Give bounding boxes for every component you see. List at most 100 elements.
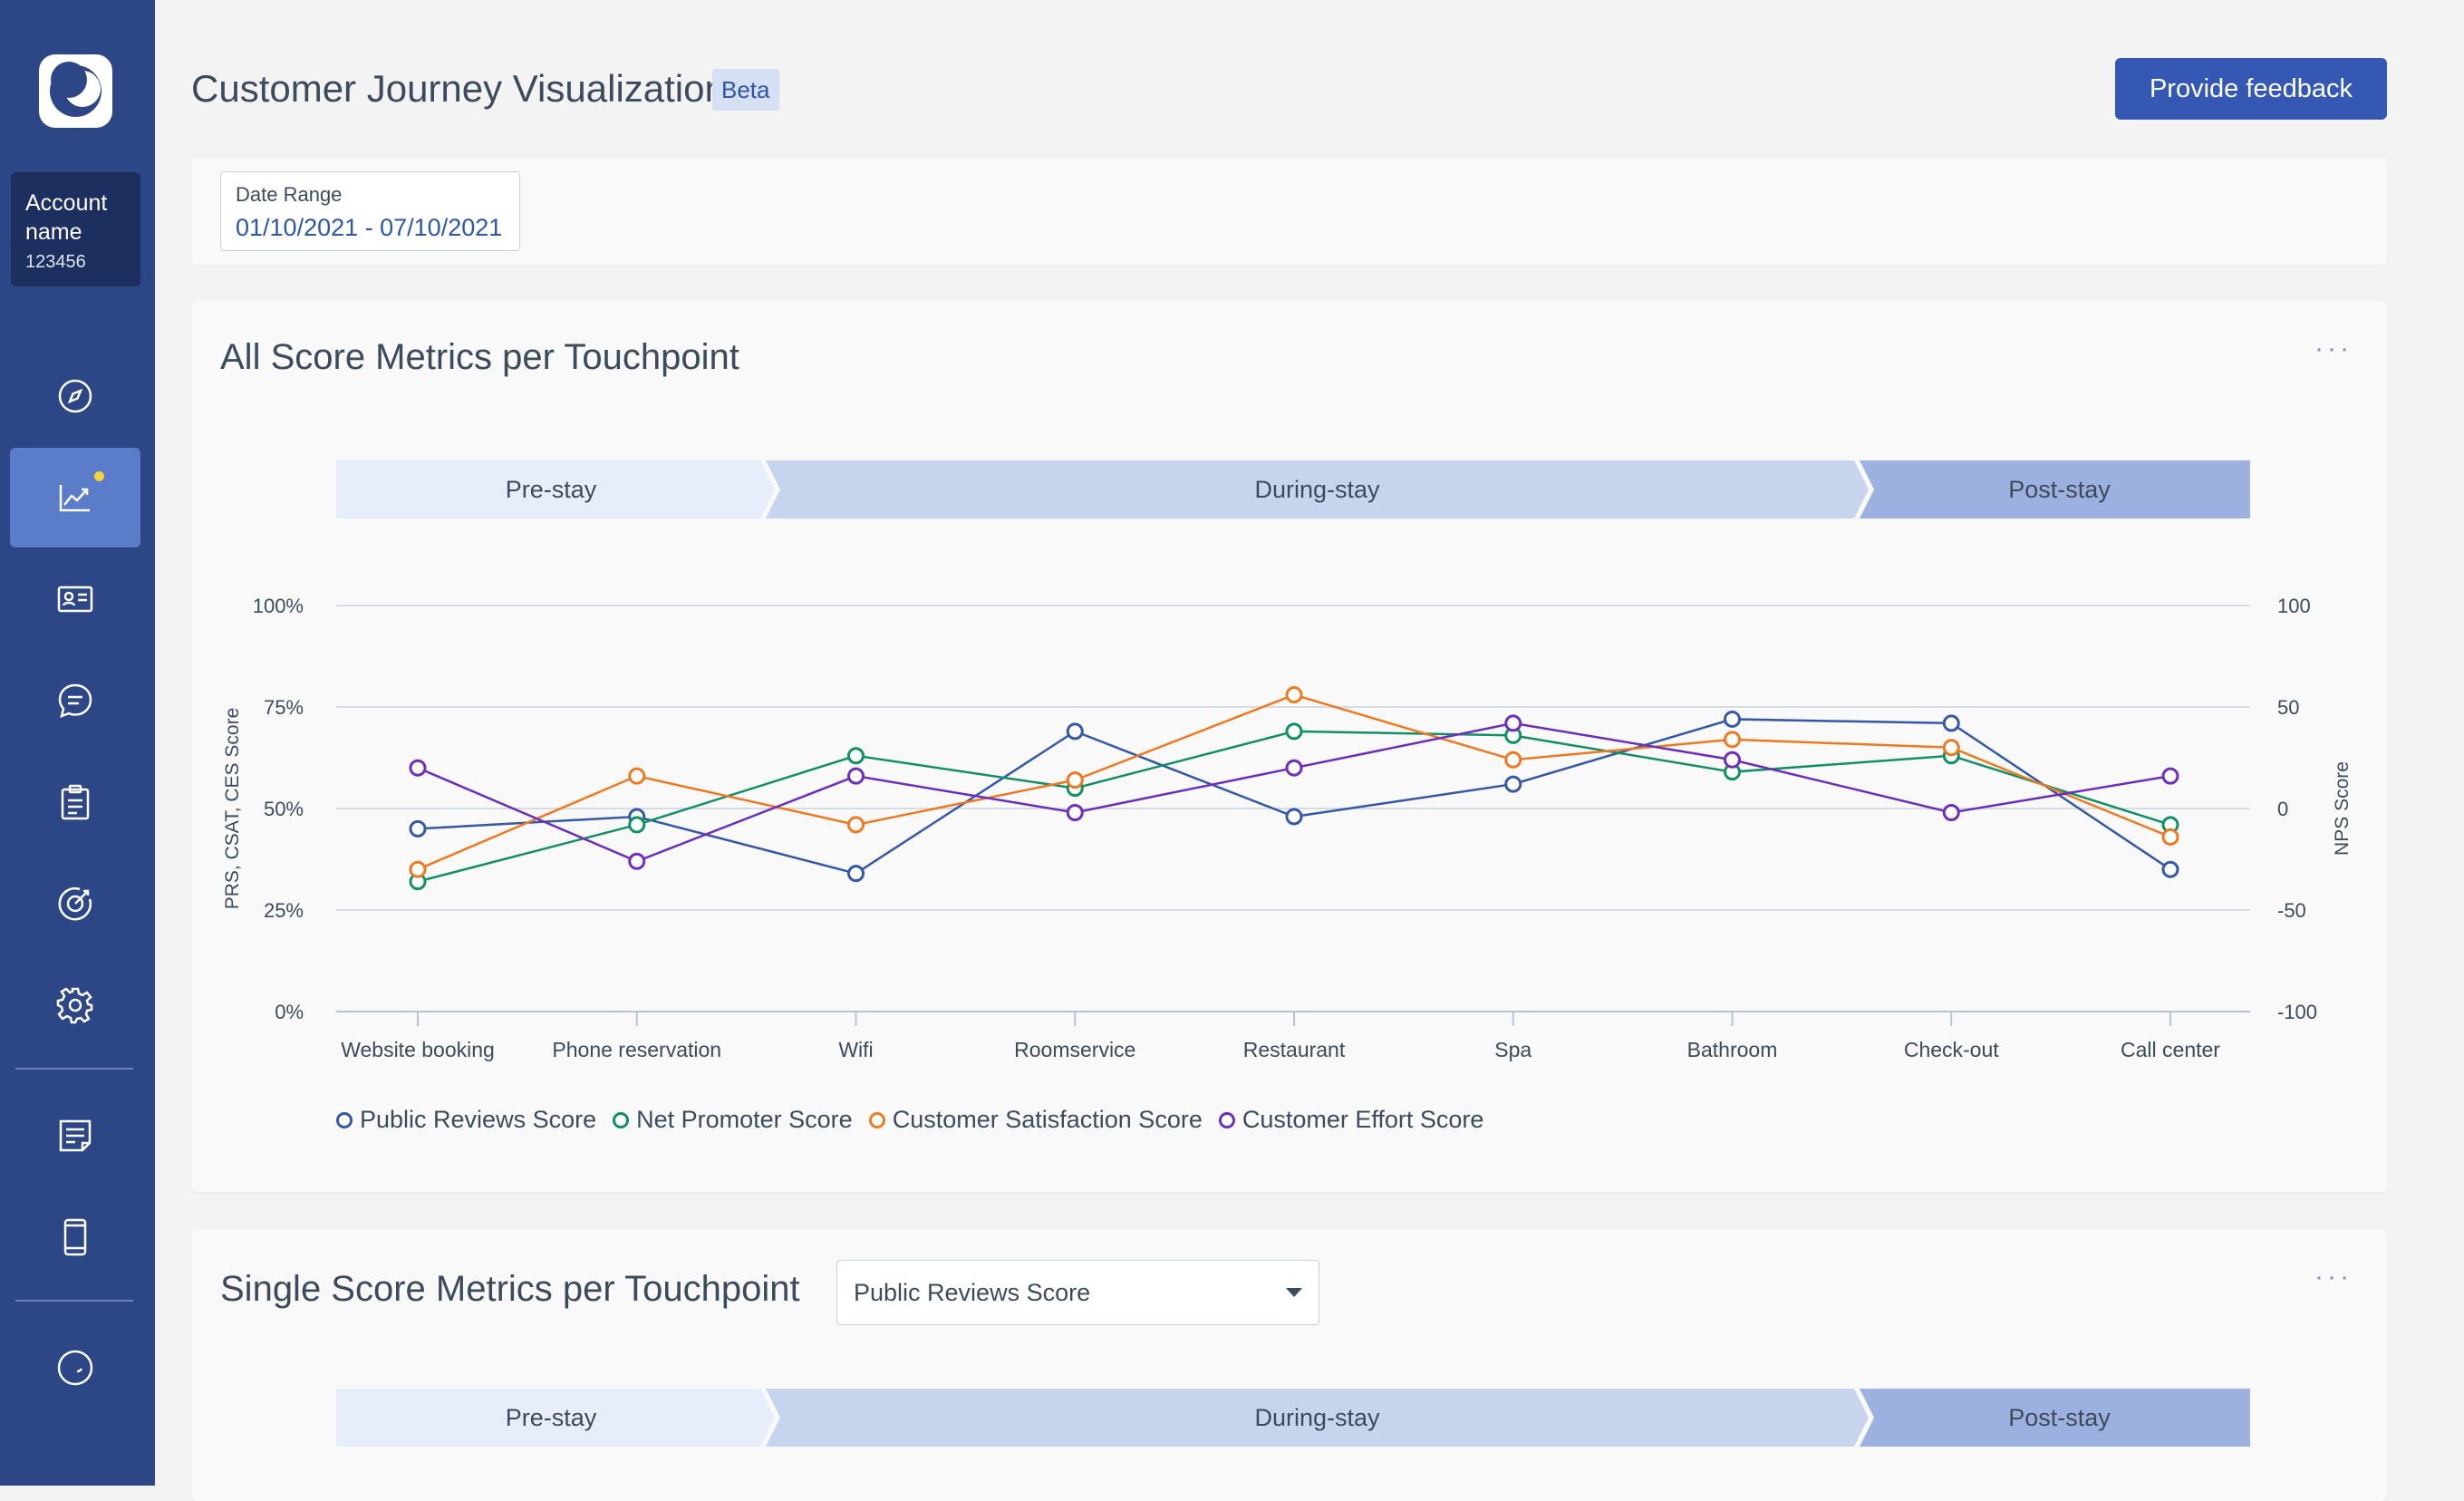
data-point [1066,771,1084,789]
nav-goals[interactable] [10,854,140,954]
stage-bar [336,1389,2250,1447]
legend-marker-icon [868,1111,885,1128]
more-options-icon[interactable]: ··· [2314,1262,2353,1292]
journey-stages: Pre-stay During-stay Post-stay [336,1389,2250,1447]
stage-during-stay: During-stay [1254,1403,1380,1431]
date-range-value: 01/10/2021 - 07/10/2021 [236,214,503,241]
nav-journey-visualization[interactable] [10,448,140,547]
all-score-metrics-card: All Score Metrics per Touchpoint ··· Pre… [191,301,2387,1192]
account-switcher[interactable]: Account name 123456 [11,172,140,286]
data-point [409,759,427,777]
data-point [2161,767,2179,785]
all-score-metrics-title: All Score Metrics per Touchpoint [220,337,739,377]
legend-label: Customer Satisfaction Score [892,1106,1203,1133]
y2-tick-label: 50 [2277,696,2299,719]
legend-item[interactable]: Public Reviews Score [336,1106,596,1134]
legend-label: Net Promoter Score [636,1106,853,1133]
nav-explore[interactable] [10,346,140,446]
stage-pre-stay: Pre-stay [505,1403,597,1431]
legend-marker-icon [336,1111,353,1128]
data-point [2161,860,2179,878]
nav-mobile[interactable] [10,1187,140,1287]
data-point [847,747,865,765]
notification-dot [94,471,104,481]
data-point [1066,803,1084,821]
data-point [1504,775,1522,793]
legend-label: Public Reviews Score [360,1106,597,1133]
compass-icon [58,379,92,413]
y-tick-label: 75% [264,696,304,719]
gear-icon [56,987,93,1024]
score-metric-select[interactable]: Public Reviews Score [836,1260,1319,1325]
beta-badge: Beta [712,69,779,111]
stage-post-stay: Post-stay [2008,1403,2111,1431]
x-tick-label: Roomservice [1014,1038,1135,1061]
data-point [1724,710,1741,728]
data-point [1285,686,1303,704]
app-logo[interactable] [39,54,112,128]
y-tick-label: 25% [264,899,304,922]
data-point [847,767,865,785]
chevron-down-icon [1286,1288,1302,1297]
single-score-metrics-title: Single Score Metrics per Touchpoint [220,1269,800,1309]
data-point [1285,722,1303,741]
data-point [847,865,865,883]
score-metric-select-value: Public Reviews Score [854,1278,1091,1306]
x-tick-label: Call center [2121,1038,2220,1061]
nav-settings[interactable] [10,955,140,1055]
data-point [2161,828,2179,846]
legend-item[interactable]: Customer Effort Score [1218,1106,1484,1134]
legend-item[interactable]: Net Promoter Score [613,1106,853,1134]
legend-marker-icon [1218,1111,1235,1128]
y-tick-label: 0% [275,1001,304,1023]
legend-marker-icon [613,1111,630,1128]
nav-profiles[interactable] [10,549,140,649]
y-tick-label: 50% [264,798,304,820]
nav-messages[interactable] [10,651,140,750]
nav-notes[interactable] [10,1086,140,1186]
y2-tick-label: 0 [2277,798,2288,820]
series-line [417,718,2171,876]
nav-surveys[interactable] [10,752,140,852]
x-tick-label: Bathroom [1687,1038,1778,1061]
date-range-picker[interactable]: Date Range 01/10/2021 - 07/10/2021 [220,171,520,251]
data-point [628,852,646,870]
provide-feedback-button[interactable]: Provide feedback [2115,58,2387,120]
x-tick-label: Phone reservation [552,1038,721,1061]
data-point [1285,808,1303,826]
y-axis-label: PRS, CSAT, CES Score [222,708,243,910]
x-tick-label: Website booking [341,1038,495,1061]
trend-chart-icon [59,485,90,512]
x-tick-label: Spa [1494,1038,1532,1061]
more-options-icon[interactable]: ··· [2314,334,2353,363]
y2-tick-label: -100 [2277,1001,2317,1023]
chat-bubble-icon [58,683,92,719]
sidebar: Account name 123456 [0,0,155,1486]
smiley-icon [57,1350,93,1386]
id-card-icon [57,586,93,613]
x-tick-label: Check-out [1904,1038,1999,1061]
chart-legend: Public Reviews Score Net Promoter Score Cu… [336,1106,1483,1134]
stage-pre-stay: Pre-stay [505,475,597,503]
series-line [417,721,2171,863]
clipboard-icon [61,784,90,820]
stage-during-stay: During-stay [1254,475,1380,503]
mobile-icon [63,1218,87,1256]
data-point [1285,759,1303,777]
legend-label: Customer Effort Score [1242,1106,1484,1133]
data-point [847,816,865,834]
stage-bar [336,460,2250,518]
data-point [1942,714,1960,732]
y2-tick-label: 100 [2277,595,2311,617]
nav-user-profile[interactable] [10,1318,140,1418]
data-point [409,860,427,878]
filter-bar: Date Range 01/10/2021 - 07/10/2021 [191,158,2387,265]
y-tick-label: 100% [253,595,304,617]
journey-stages: Pre-stay During-stay Post-stay [336,460,2250,518]
data-point [1724,750,1741,769]
data-point [1504,750,1522,769]
single-score-metrics-card: Single Score Metrics per Touchpoint ··· … [191,1229,2387,1501]
y2-tick-label: -50 [2277,899,2306,922]
legend-item[interactable]: Customer Satisfaction Score [868,1106,1203,1134]
stage-post-stay: Post-stay [2008,475,2111,503]
